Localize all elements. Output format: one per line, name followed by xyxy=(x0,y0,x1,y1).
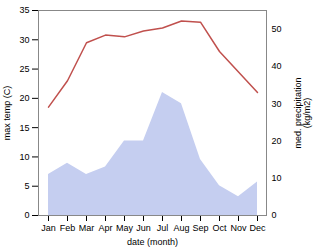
svg-text:10: 10 xyxy=(19,152,29,162)
svg-text:0: 0 xyxy=(272,210,277,220)
svg-text:50: 50 xyxy=(272,24,282,34)
svg-text:35: 35 xyxy=(19,5,29,15)
svg-text:Jan: Jan xyxy=(41,223,56,233)
svg-text:0: 0 xyxy=(24,210,29,220)
svg-text:20: 20 xyxy=(272,136,282,146)
svg-text:med. precipitation(kg/m2): med. precipitation(kg/m2) xyxy=(293,77,312,148)
svg-text:40: 40 xyxy=(272,61,282,71)
svg-text:20: 20 xyxy=(19,93,29,103)
svg-text:Dec: Dec xyxy=(249,223,266,233)
svg-text:Apr: Apr xyxy=(98,223,112,233)
svg-text:May: May xyxy=(116,223,134,233)
svg-text:30: 30 xyxy=(19,35,29,45)
svg-text:5: 5 xyxy=(24,181,29,191)
svg-text:Jul: Jul xyxy=(157,223,169,233)
svg-text:Mar: Mar xyxy=(79,223,95,233)
svg-text:30: 30 xyxy=(272,99,282,109)
svg-text:10: 10 xyxy=(272,173,282,183)
svg-text:25: 25 xyxy=(19,64,29,74)
svg-text:Aug: Aug xyxy=(173,223,189,233)
svg-text:Nov: Nov xyxy=(230,223,247,233)
svg-text:Sep: Sep xyxy=(192,223,208,233)
svg-text:Oct: Oct xyxy=(212,223,227,233)
svg-text:Feb: Feb xyxy=(60,223,76,233)
svg-text:date (month): date (month) xyxy=(127,237,178,247)
svg-text:Jun: Jun xyxy=(136,223,151,233)
svg-text:15: 15 xyxy=(19,123,29,133)
svg-text:max temp (C): max temp (C) xyxy=(2,86,12,141)
